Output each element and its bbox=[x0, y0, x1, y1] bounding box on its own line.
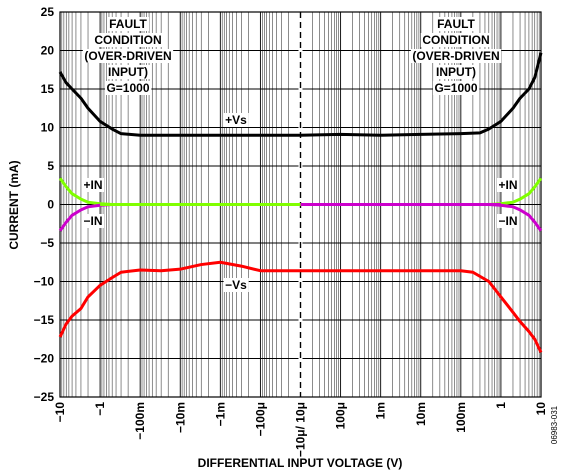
fault-label-right: FAULT bbox=[437, 17, 475, 31]
x-tick-label: 100μ bbox=[334, 402, 348, 429]
label-neg-in-left-bg bbox=[81, 214, 105, 228]
fault-label-left: (OVER-DRIVEN bbox=[84, 49, 171, 63]
label-pos-vs: +Vs bbox=[225, 113, 247, 127]
y-tick-label: −5 bbox=[40, 236, 54, 250]
label-neg-vs-bg bbox=[223, 278, 249, 292]
label-pos-in-right: +IN bbox=[498, 178, 517, 192]
fault-label-right: G=1000 bbox=[434, 81, 477, 95]
x-tick-label: −1m bbox=[213, 402, 227, 426]
fault-label-right-bg bbox=[410, 49, 502, 63]
y-tick-label: 20 bbox=[41, 44, 55, 58]
fault-label-right-bg bbox=[435, 17, 478, 31]
label-neg-in-left: −IN bbox=[83, 214, 102, 228]
y-tick-label: −15 bbox=[34, 313, 55, 327]
x-tick-label: 10 bbox=[534, 402, 548, 416]
plot-frame bbox=[59, 11, 542, 398]
fault-label-right-bg bbox=[432, 81, 480, 95]
y-tick-label: −25 bbox=[34, 390, 55, 404]
y-tick-label: 10 bbox=[41, 121, 55, 135]
y-tick-label: 5 bbox=[47, 159, 54, 173]
y-tick-label: −10 bbox=[34, 275, 55, 289]
fault-label-right: INPUT) bbox=[436, 65, 476, 79]
fault-label-left: FAULT bbox=[109, 17, 147, 31]
label-neg-vs: −Vs bbox=[225, 278, 247, 292]
fault-label-right-bg bbox=[434, 65, 478, 79]
y-tick-label: 15 bbox=[41, 82, 55, 96]
x-tick-label: 1m bbox=[374, 402, 388, 419]
fault-label-left-bg bbox=[107, 17, 150, 31]
y-tick-label: −20 bbox=[34, 352, 55, 366]
figure-id: 06983-031 bbox=[550, 405, 559, 444]
x-tick-label: −100m bbox=[133, 402, 147, 440]
y-tick-labels: 25 20 15 10 5 0 −5 −10 −15 −20 −25 bbox=[34, 5, 55, 404]
fault-label-left-bg bbox=[82, 49, 174, 63]
series-lines bbox=[58, 52, 543, 353]
y-axis-label: CURRENT (mA) bbox=[7, 160, 21, 249]
x-tick-label: −10 bbox=[53, 402, 67, 423]
fault-label-right-bg bbox=[420, 33, 492, 47]
fault-label-left-bg bbox=[106, 65, 150, 79]
fault-label-left-bg bbox=[104, 81, 152, 95]
y-tick-label: 0 bbox=[47, 198, 54, 212]
x-tick-labels: −10 −1 −100m −10m −1m −100μ −10μ/ 10μ 100μ 1m 10m… bbox=[53, 402, 548, 457]
x-axis-label: DIFFERENTIAL INPUT VOLTAGE (V) bbox=[198, 456, 403, 470]
fault-label-left: INPUT) bbox=[108, 65, 148, 79]
x-tick-label: −1 bbox=[93, 402, 107, 416]
series-line-neg-vs bbox=[58, 260, 543, 353]
label-neg-in-right: −IN bbox=[498, 214, 517, 228]
label-pos-in-right-bg bbox=[496, 178, 520, 192]
fault-label-left: G=1000 bbox=[106, 81, 149, 95]
label-neg-in-right-bg bbox=[496, 214, 520, 228]
label-pos-in-left-bg bbox=[81, 178, 105, 192]
fault-label-right: (OVER-DRIVEN bbox=[412, 49, 499, 63]
x-tick-label: 10m bbox=[414, 402, 428, 426]
fault-label-left: CONDITION bbox=[94, 33, 161, 47]
fault-label-right: CONDITION bbox=[422, 33, 489, 47]
x-tick-label: 100m bbox=[454, 402, 468, 433]
label-pos-in-left: +IN bbox=[83, 178, 102, 192]
annotations: FAULT CONDITION (OVER-DRIVEN INPUT) G=1000 FA… bbox=[81, 17, 520, 292]
x-tick-label: −10μ/ 10μ bbox=[294, 402, 308, 457]
x-tick-label: 1 bbox=[494, 402, 508, 409]
y-tick-label: 25 bbox=[41, 5, 55, 19]
label-pos-vs-bg bbox=[223, 113, 249, 127]
fault-label-left-bg bbox=[92, 33, 164, 47]
x-tick-label: −100μ bbox=[253, 402, 267, 436]
series-line-pos-vs bbox=[58, 52, 543, 137]
x-tick-label: −10m bbox=[173, 402, 187, 433]
